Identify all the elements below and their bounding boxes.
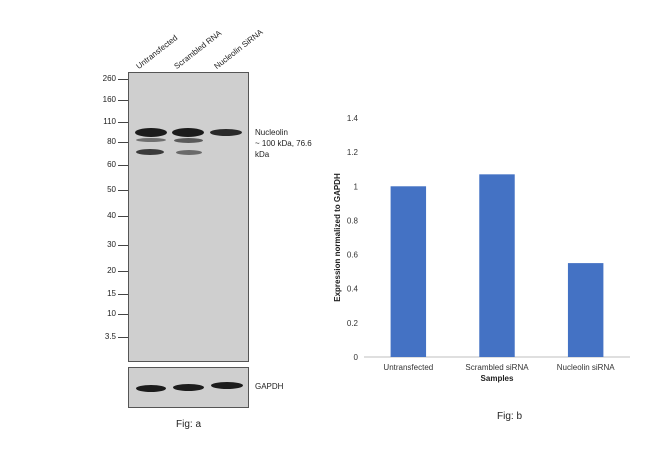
mw-label: 50 — [107, 185, 116, 194]
y-tick-label: 0.8 — [347, 216, 359, 225]
mw-label: 10 — [107, 309, 116, 318]
target-label-line: kDa — [255, 150, 270, 159]
blot-band — [174, 138, 203, 143]
mw-tick — [118, 314, 128, 315]
main-blot — [128, 72, 249, 362]
mw-label: 30 — [107, 240, 116, 249]
figure-a-caption: Fig: a — [176, 419, 202, 430]
mw-tick — [118, 271, 128, 272]
mw-label: 20 — [107, 266, 116, 275]
mw-tick — [118, 190, 128, 191]
mw-tick — [118, 79, 128, 80]
target-label-line: ~ 100 kDa, 76.6 — [255, 139, 312, 148]
loading-control-label: GAPDH — [255, 382, 284, 391]
mw-label: 80 — [107, 137, 116, 146]
y-tick-label: 0.2 — [347, 319, 359, 328]
x-tick-label: Untransfected — [383, 363, 433, 372]
mw-label: 260 — [102, 74, 116, 83]
mw-label: 40 — [107, 211, 116, 220]
x-axis-title: Samples — [481, 374, 514, 383]
x-tick-label: Nucleolin siRNA — [557, 363, 615, 372]
bar-chart: 0 0.2 0.4 0.6 0.8 1 1.2 1.4 Untransfected Scrambl… — [333, 114, 630, 383]
blot-band — [136, 385, 166, 392]
y-tick-label: 0.6 — [347, 251, 359, 260]
mw-label: 60 — [107, 160, 116, 169]
gapdh-blot — [128, 367, 249, 408]
figure-b-caption: Fig: b — [497, 411, 523, 422]
mw-tick — [118, 294, 128, 295]
bar — [479, 174, 515, 357]
bar — [567, 263, 604, 357]
lane-label-untransfected: Untransfected — [134, 33, 180, 71]
mw-label: 15 — [107, 289, 116, 298]
mw-tick — [118, 337, 128, 338]
mw-tick — [118, 122, 128, 123]
y-tick-label: 1.2 — [347, 148, 359, 157]
mw-tick — [118, 100, 128, 101]
blot-band — [172, 128, 204, 137]
blot-band — [210, 129, 242, 136]
x-tick-label: Scrambled siRNA — [465, 363, 529, 372]
target-label-line: Nucleolin — [255, 128, 288, 137]
mw-tick — [118, 142, 128, 143]
mw-tick — [118, 165, 128, 166]
mw-tick — [118, 216, 128, 217]
y-tick-label: 1 — [354, 182, 359, 191]
mw-tick — [118, 245, 128, 246]
blot-band — [211, 382, 243, 389]
blot-band — [135, 128, 167, 137]
y-tick-label: 1.4 — [347, 114, 359, 123]
mw-label: 110 — [103, 117, 116, 126]
blot-band — [136, 138, 166, 142]
bar — [390, 186, 427, 357]
y-tick-label: 0 — [354, 353, 359, 362]
target-label: Nucleolin ~ 100 kDa, 76.6 kDa — [255, 127, 312, 160]
blot-band — [176, 150, 202, 155]
blot-band — [173, 384, 204, 391]
mw-label: 160 — [102, 95, 116, 104]
y-axis-title: Expression normalized to GAPDH — [333, 173, 342, 302]
y-tick-label: 0.4 — [347, 285, 359, 294]
mw-label: 3.5 — [104, 332, 116, 341]
blot-band — [136, 149, 164, 155]
